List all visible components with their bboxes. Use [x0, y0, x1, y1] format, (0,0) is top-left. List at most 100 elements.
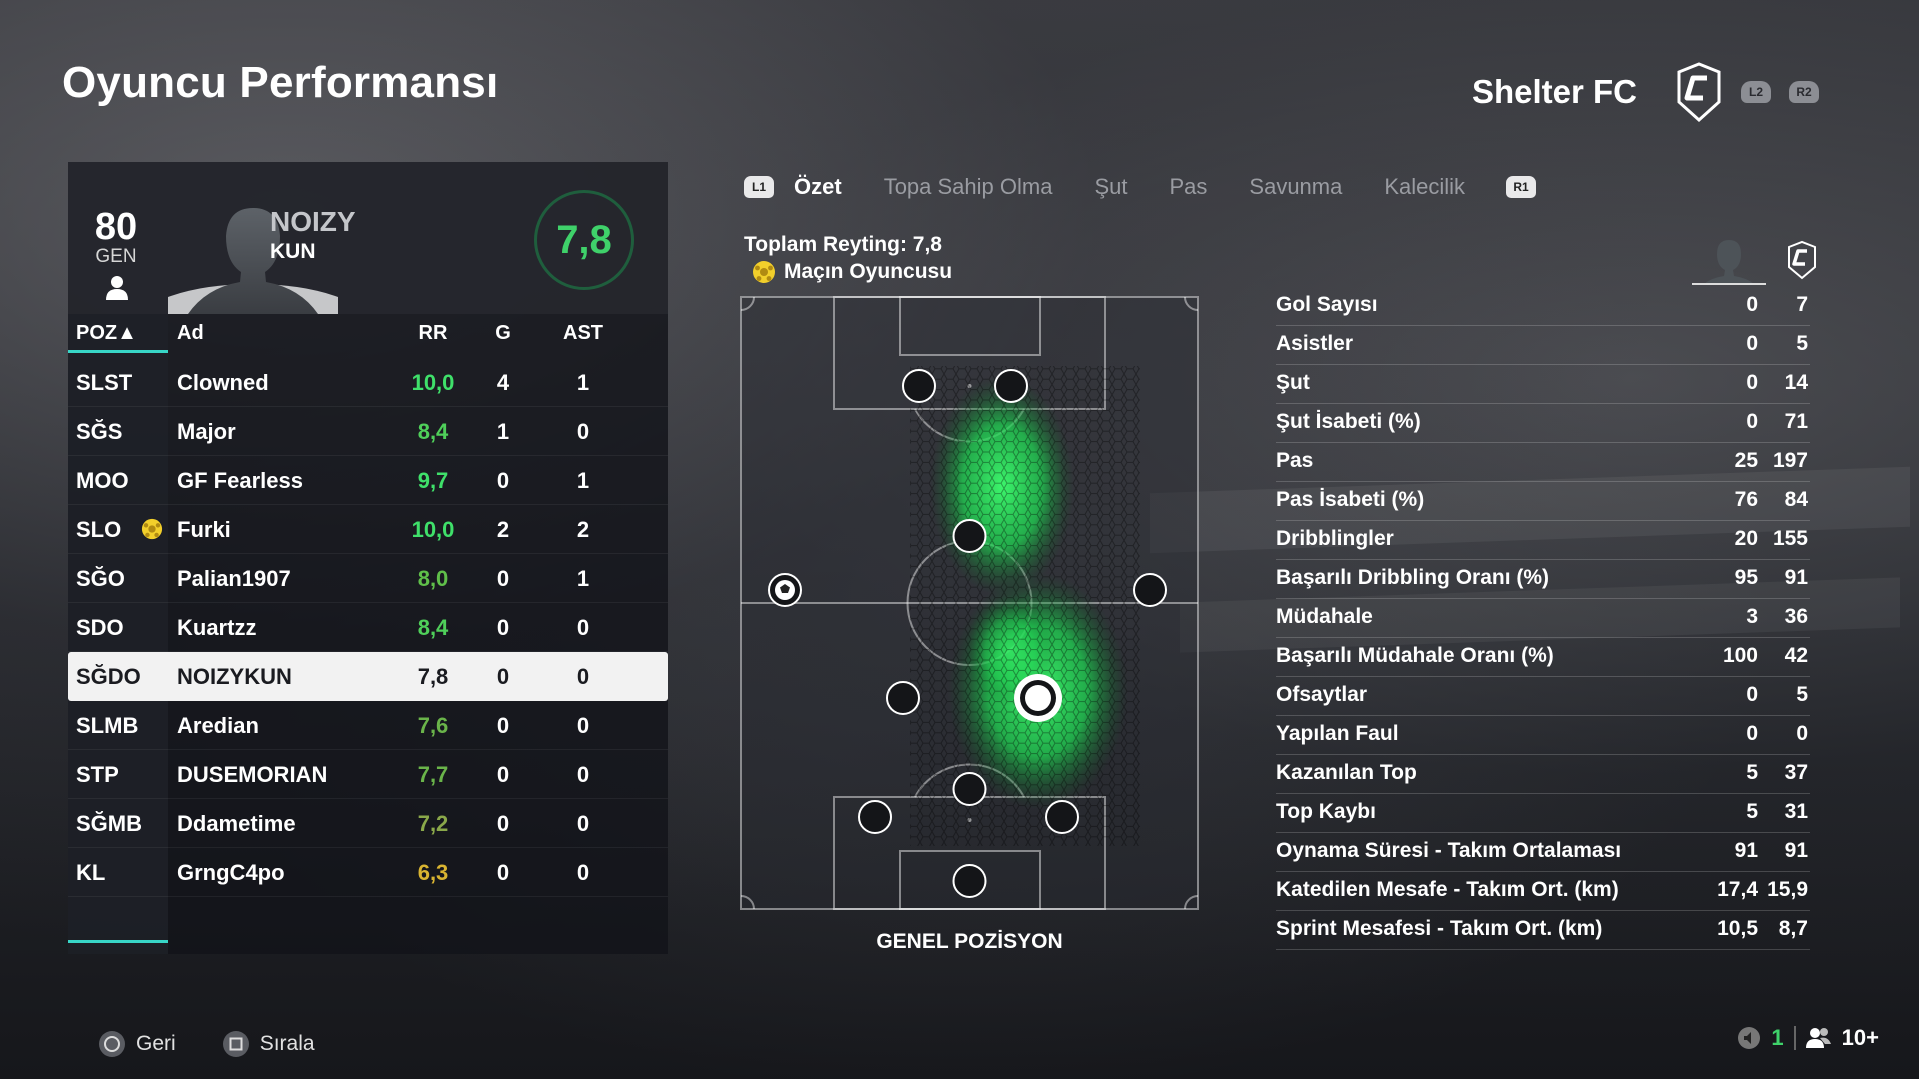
stat-label: Pas — [1276, 449, 1314, 472]
row-assists: 0 — [576, 713, 590, 738]
man-of-the-match-label: Maçın Oyuncusu — [784, 260, 953, 283]
row-match-rating: 10,0 — [411, 370, 455, 395]
table-row[interactable]: SĞS Major 8,4 1 0 — [68, 407, 668, 456]
tab-pas[interactable]: Pas — [1169, 174, 1208, 199]
row-assists: 0 — [576, 762, 590, 787]
table-row[interactable]: SLMB Aredian 7,6 0 0 — [68, 701, 668, 750]
column-header-ast[interactable]: AST — [563, 322, 603, 344]
player-rating-circle: 7,8 — [534, 190, 634, 290]
heatmap-zone — [910, 366, 1140, 846]
stat-row: Dribblingler 20 155 — [1276, 521, 1810, 560]
table-row[interactable]: MOO GF Fearless 9,7 0 1 — [68, 456, 668, 505]
back-label[interactable]: Geri — [136, 1032, 176, 1055]
stat-row: Oynama Süresi - Takım Ortalaması 91 91 — [1276, 833, 1810, 872]
tab-kalecilik[interactable]: Kalecilik — [1384, 174, 1466, 199]
row-match-rating: 7,7 — [417, 762, 449, 787]
row-position: MOO — [76, 468, 129, 493]
stat-label: Başarılı Dribbling Oranı (%) — [1276, 566, 1550, 589]
stat-tabs: L1 Özet Topa Sahip Olma Şut Pas Savunma … — [744, 170, 1537, 204]
row-player-name: Kuartzz — [177, 615, 257, 640]
stat-team-value: 37 — [1784, 761, 1808, 784]
stat-row: Şut 0 14 — [1276, 365, 1810, 404]
table-row[interactable]: STP DUSEMORIAN 7,7 0 0 — [68, 750, 668, 799]
circle-button-icon[interactable] — [98, 1030, 126, 1058]
table-row[interactable]: SĞO Palian1907 8,0 0 1 — [68, 554, 668, 603]
stat-row: Müdahale 3 36 — [1276, 599, 1810, 638]
column-header-pos[interactable]: POZ▲ — [76, 322, 137, 344]
stat-row: Katedilen Mesafe - Takım Ort. (km) 17,4 15… — [1276, 872, 1810, 911]
stat-player-value: 0 — [1746, 293, 1758, 316]
row-match-rating: 6,3 — [417, 860, 449, 885]
r1-button[interactable]: R1 — [1506, 176, 1537, 198]
table-row[interactable]: KL GrngC4po 6,3 0 0 — [68, 848, 668, 897]
table-row[interactable]: SLST Clowned 10,0 4 1 — [68, 358, 668, 407]
stat-team-value: 8,7 — [1778, 917, 1808, 940]
r2-button[interactable]: R2 — [1789, 81, 1819, 103]
l2-button[interactable]: L2 — [1741, 81, 1771, 103]
tab-ozet[interactable]: Özet — [794, 174, 842, 199]
club-crest-icon — [1677, 62, 1721, 122]
square-button-icon[interactable] — [222, 1030, 250, 1058]
man-of-the-match-icon — [753, 261, 775, 283]
tab-savunma[interactable]: Savunma — [1249, 174, 1343, 199]
club-name: Shelter FC — [1471, 73, 1637, 110]
player-list-panel: 80 GEN NOIZY KUN 7,8 POZ▲ Ad RR G AST SL… — [68, 162, 668, 954]
row-goals: 0 — [496, 762, 510, 787]
stat-row: Yapılan Faul 0 0 — [1276, 716, 1810, 755]
stat-player-value: 3 — [1746, 605, 1758, 628]
column-header-g[interactable]: G — [495, 322, 511, 344]
party-count: 1 — [1771, 1025, 1784, 1050]
column-header-name[interactable]: Ad — [177, 322, 204, 344]
tab-sut[interactable]: Şut — [1094, 174, 1128, 199]
stat-row: Asistler 0 5 — [1276, 326, 1810, 365]
row-position: SLO — [76, 517, 122, 542]
row-assists: 2 — [576, 517, 590, 542]
stats-table: Gol Sayısı 0 7 Asistler 0 5 Şut 0 14 Şut İsabeti … — [1276, 287, 1810, 950]
row-goals: 0 — [496, 664, 510, 689]
row-player-name: Clowned — [177, 370, 269, 395]
stat-team-value: 31 — [1784, 800, 1808, 823]
row-goals: 2 — [496, 517, 510, 542]
row-player-name: DUSEMORIAN — [177, 762, 328, 787]
stat-player-value: 0 — [1746, 371, 1758, 394]
list-end-indicator — [68, 940, 168, 943]
tab-topa-sahip-olma[interactable]: Topa Sahip Olma — [883, 174, 1053, 199]
table-row[interactable]: SĞDO NOIZYKUN 7,8 0 0 — [68, 652, 668, 701]
column-header-rr[interactable]: RR — [418, 322, 448, 344]
stat-player-value: 5 — [1746, 761, 1758, 784]
stat-team-value: 36 — [1784, 605, 1808, 628]
stat-player-value: 0 — [1746, 410, 1758, 433]
table-row[interactable]: SDO Kuartzz 8,4 0 0 — [68, 603, 668, 652]
stat-label: Katedilen Mesafe - Takım Ort. (km) — [1276, 878, 1619, 901]
stat-team-value: 7 — [1796, 293, 1808, 316]
stat-player-value: 95 — [1734, 566, 1758, 589]
row-goals: 0 — [496, 811, 510, 836]
table-row[interactable]: SLO Furki 10,0 2 2 — [68, 505, 668, 554]
row-assists: 1 — [576, 468, 590, 493]
session-status: 1 10+ — [1737, 1025, 1879, 1051]
stat-player-value: 100 — [1722, 644, 1758, 667]
sort-indicator — [68, 350, 168, 353]
sort-label[interactable]: Sırala — [259, 1032, 315, 1055]
man-of-the-match: Maçın Oyuncusu — [752, 260, 952, 284]
stat-row: Kazanılan Top 5 37 — [1276, 755, 1810, 794]
stat-row: Gol Sayısı 0 7 — [1276, 287, 1810, 326]
stat-row: Sprint Mesafesi - Takım Ort. (km) 10,5 8,7 — [1276, 911, 1810, 950]
pitch-label: GENEL POZİSYON — [876, 930, 1063, 953]
player-column-icon — [1692, 240, 1766, 285]
l1-button[interactable]: L1 — [744, 176, 774, 198]
row-position: STP — [76, 762, 119, 787]
players-icon — [1805, 1028, 1831, 1048]
stat-label: Asistler — [1276, 332, 1354, 355]
row-goals: 0 — [496, 615, 510, 640]
row-goals: 0 — [496, 860, 510, 885]
table-row[interactable]: SĞMB Ddametime 7,2 0 0 — [68, 799, 668, 848]
stat-label: Sprint Mesafesi - Takım Ort. (km) — [1276, 917, 1603, 940]
row-player-name: Palian1907 — [177, 566, 291, 591]
row-match-rating: 8,4 — [417, 419, 449, 444]
position-column-bg — [68, 314, 168, 954]
row-position: SĞMB — [76, 811, 142, 836]
speaker-muted-icon — [1738, 1027, 1761, 1049]
stat-player-value: 10,5 — [1717, 917, 1758, 940]
stat-label: Müdahale — [1276, 605, 1373, 628]
